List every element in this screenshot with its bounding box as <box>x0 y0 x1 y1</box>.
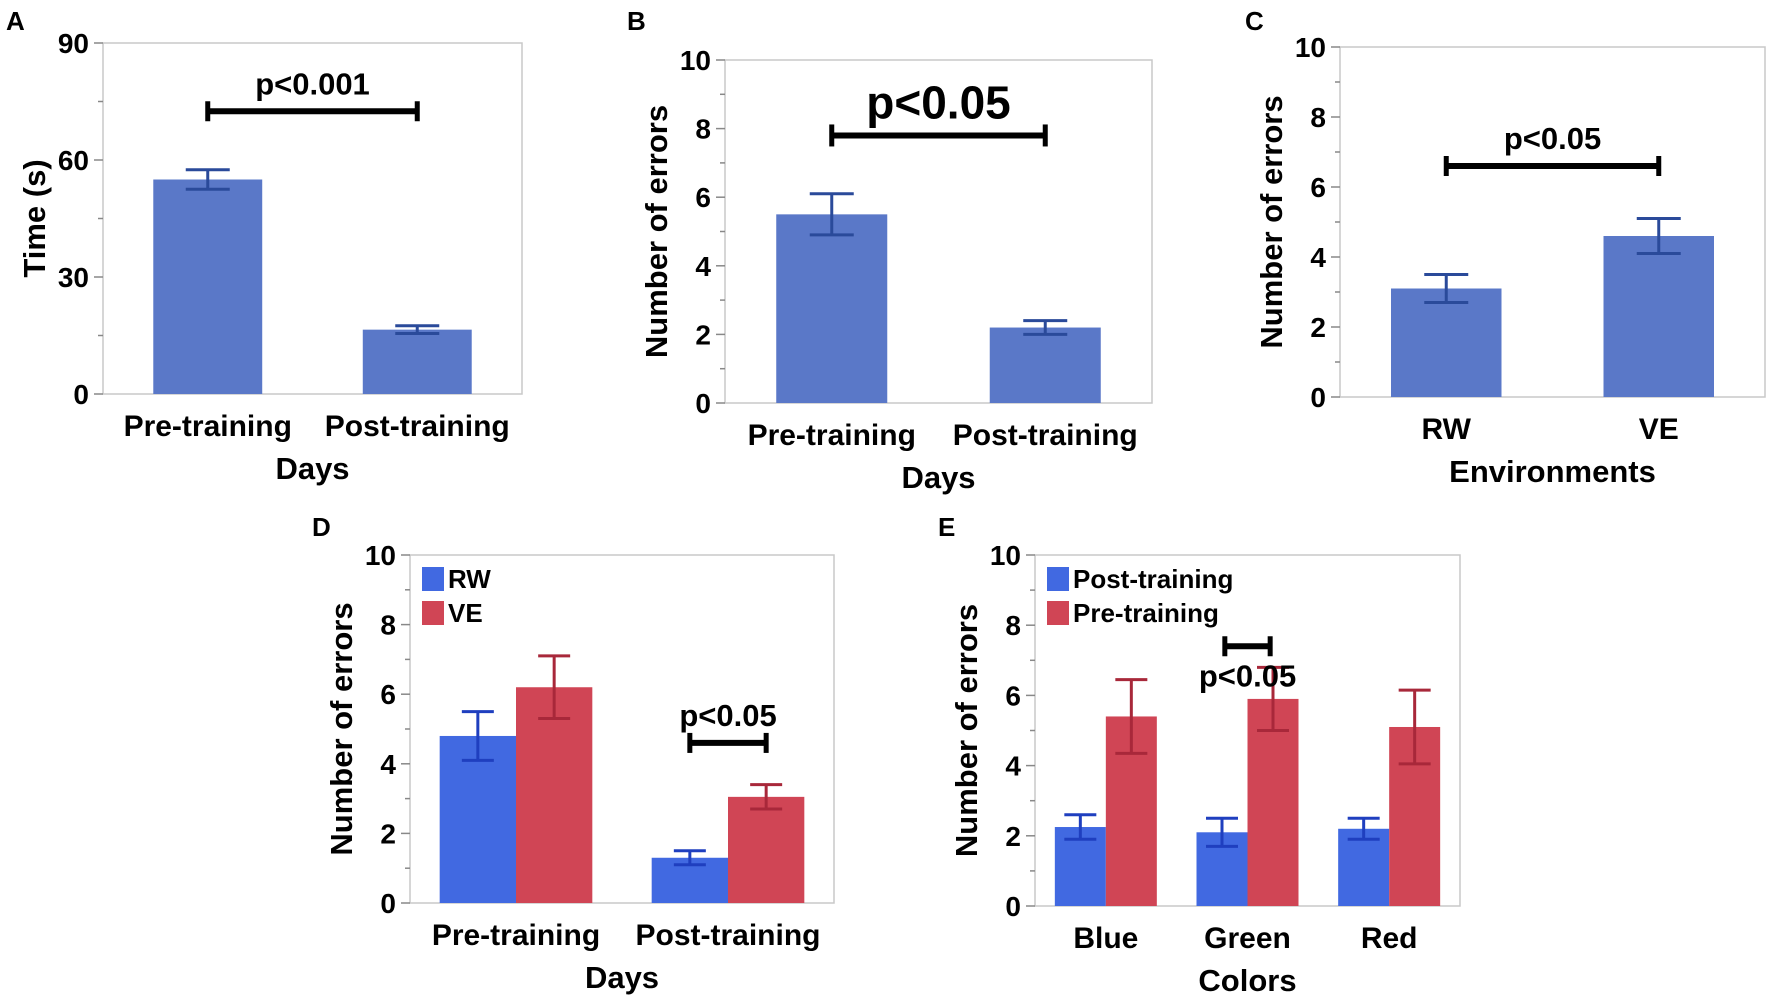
panel-d-x-tick-label: Post-training <box>636 919 821 952</box>
panel-d-y-tick-label: 8 <box>380 610 396 641</box>
panel-a-y-tick-label: 0 <box>73 379 89 410</box>
panel-b-y-axis-label: Number of errors <box>639 105 674 358</box>
panel-d-bar <box>439 735 516 903</box>
panel-b-chart: 0 2 4 6 8 10 Pre-training Post-training Days Numb… <box>639 45 1153 495</box>
panel-b-y-tick-label: 0 <box>695 388 711 419</box>
panel-a-bar <box>153 179 263 394</box>
panel-e-x-tick-label: Blue <box>1073 922 1138 955</box>
panel-e-y-tick-label: 8 <box>1005 610 1021 641</box>
panel-b-y-tick-label: 4 <box>695 251 711 282</box>
panel-c-x-axis-label: Environments <box>1449 454 1656 489</box>
panel-e-legend-label: Post-training <box>1073 564 1233 594</box>
panel-a-chart: 0 30 60 90 Pre-training Post-training Days Time… <box>17 28 523 486</box>
panel-a-y-tick-label: 90 <box>58 28 89 59</box>
panel-c-x-tick-label: VE <box>1639 413 1679 446</box>
panel-letter-e: E <box>938 512 955 542</box>
panel-d-bar <box>516 687 593 903</box>
panel-d-y-tick-label: 0 <box>380 888 396 919</box>
panel-c-y-tick-label: 8 <box>1310 102 1326 133</box>
panel-e-x-tick-label: Red <box>1361 922 1418 955</box>
panel-d-y-tick-label: 2 <box>380 818 396 849</box>
panel-e-y-tick-label: 6 <box>1005 680 1021 711</box>
panel-e-y-tick-label: 4 <box>1005 751 1021 782</box>
panel-d-significance-label: p<0.05 <box>679 698 776 733</box>
panel-e-y-tick-label: 2 <box>1005 821 1021 852</box>
panel-d-chart: 0 2 4 6 8 10 Pre-training Post-training Days Numb… <box>324 540 835 995</box>
panel-d-legend-swatch <box>422 567 444 591</box>
panel-a-x-tick-label: Post-training <box>325 410 510 443</box>
panel-d-y-tick-label: 10 <box>365 540 396 571</box>
panel-b-bar <box>989 327 1101 403</box>
panel-c-y-tick-label: 10 <box>1295 32 1326 63</box>
panel-d-legend-label: VE <box>448 598 483 628</box>
panel-c-bar <box>1603 236 1714 397</box>
panel-e-legend-swatch <box>1047 601 1069 625</box>
panel-a-significance-label: p<0.001 <box>255 66 370 101</box>
panel-b-x-axis-label: Days <box>901 460 975 495</box>
panel-d-x-axis-label: Days <box>585 960 659 995</box>
panel-a-y-tick-label: 30 <box>58 262 89 293</box>
panel-e-y-tick-label: 0 <box>1005 891 1021 922</box>
panel-a-x-axis-label: Days <box>275 451 349 486</box>
panel-e-bar <box>1338 828 1390 906</box>
panel-c-x-tick-label: RW <box>1422 413 1472 446</box>
panel-letter-c: C <box>1245 6 1264 36</box>
panel-d-x-tick-label: Pre-training <box>432 919 600 952</box>
panel-d-y-axis-label: Number of errors <box>324 602 359 855</box>
panel-a-y-tick-label: 60 <box>58 145 89 176</box>
panel-c-y-tick-label: 6 <box>1310 172 1326 203</box>
panel-d-legend-label: RW <box>448 564 491 594</box>
panel-c-y-tick-label: 2 <box>1310 312 1326 343</box>
panel-a-bar <box>362 329 472 394</box>
panel-c-bar <box>1391 288 1502 397</box>
panel-c-significance-label: p<0.05 <box>1504 121 1601 156</box>
panel-e-chart: 0 2 4 6 8 10 Blue Green Red Colors Number of error… <box>949 540 1461 996</box>
panel-b-y-tick-label: 2 <box>695 319 711 350</box>
panel-e-x-axis-label: Colors <box>1198 963 1296 996</box>
panel-b-y-tick-label: 8 <box>695 114 711 145</box>
panel-e-legend-label: Pre-training <box>1073 598 1219 628</box>
panel-b-bar <box>776 214 888 403</box>
panel-d-y-tick-label: 6 <box>380 679 396 710</box>
panel-letter-d: D <box>312 512 331 542</box>
panel-letter-b: B <box>627 6 646 36</box>
panel-e-y-tick-label: 10 <box>990 540 1021 571</box>
panel-e-bar <box>1247 698 1299 906</box>
panel-a-x-tick-label: Pre-training <box>124 410 292 443</box>
panel-c-y-tick-label: 4 <box>1310 242 1326 273</box>
panel-d-y-tick-label: 4 <box>380 749 396 780</box>
panel-d-bar <box>728 796 805 903</box>
panel-a-y-axis-label: Time (s) <box>17 159 52 277</box>
panel-b-x-tick-label: Post-training <box>953 419 1138 452</box>
panel-e-x-tick-label: Green <box>1204 922 1291 955</box>
panel-d-legend-swatch <box>422 601 444 625</box>
panel-e-legend-swatch <box>1047 567 1069 591</box>
panel-b-x-tick-label: Pre-training <box>748 419 916 452</box>
panel-c-y-axis-label: Number of errors <box>1254 95 1289 348</box>
panel-b-y-tick-label: 6 <box>695 182 711 213</box>
panel-c-y-tick-label: 0 <box>1310 382 1326 413</box>
panel-c-chart: 0 2 4 6 8 10 RW VE Environments Number of errors p… <box>1254 32 1766 489</box>
panel-e-y-axis-label: Number of errors <box>949 604 984 857</box>
panel-letter-a: A <box>6 6 25 36</box>
panel-b-y-tick-label: 10 <box>680 45 711 76</box>
panel-e-significance-label: p<0.05 <box>1199 658 1296 693</box>
panel-b-significance-label: p<0.05 <box>866 76 1011 128</box>
